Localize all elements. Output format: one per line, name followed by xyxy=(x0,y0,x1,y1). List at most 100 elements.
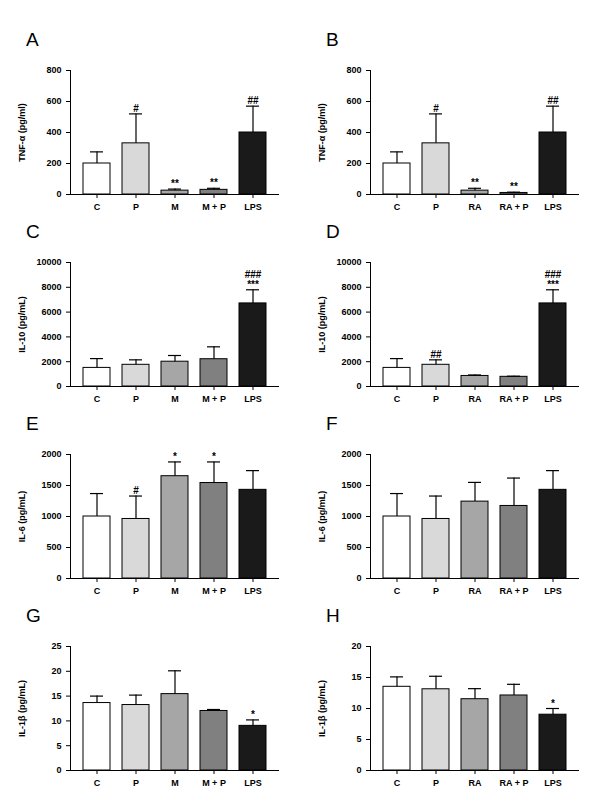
svg-text:25: 25 xyxy=(51,641,61,651)
svg-text:**: ** xyxy=(210,177,218,188)
svg-text:*: * xyxy=(173,451,177,462)
svg-text:RA + P: RA + P xyxy=(500,586,529,596)
svg-text:P: P xyxy=(133,778,139,788)
svg-text:###***: ###*** xyxy=(545,269,562,290)
svg-text:C: C xyxy=(394,586,401,596)
svg-text:P: P xyxy=(433,586,439,596)
svg-text:0: 0 xyxy=(356,573,361,583)
svg-text:800: 800 xyxy=(346,65,361,75)
svg-text:0: 0 xyxy=(56,765,61,775)
svg-text:*: * xyxy=(212,451,216,462)
svg-text:RA + P: RA + P xyxy=(500,394,529,404)
svg-text:M + P: M + P xyxy=(202,394,226,404)
svg-text:C: C xyxy=(394,394,401,404)
svg-text:1000: 1000 xyxy=(341,511,361,521)
svg-text:10: 10 xyxy=(51,716,61,726)
svg-text:P: P xyxy=(433,202,439,212)
svg-text:400: 400 xyxy=(346,127,361,137)
svg-text:###***: ###*** xyxy=(245,269,262,290)
svg-text:RA: RA xyxy=(469,202,482,212)
svg-text:IL-1β (pg/mL): IL-1β (pg/mL) xyxy=(17,680,27,737)
svg-text:##: ## xyxy=(430,349,442,360)
svg-text:P: P xyxy=(133,202,139,212)
svg-text:C: C xyxy=(94,202,101,212)
svg-text:1000: 1000 xyxy=(41,511,61,521)
svg-text:*: * xyxy=(251,709,255,720)
svg-text:10: 10 xyxy=(351,703,361,713)
svg-text:LPS: LPS xyxy=(544,394,562,404)
svg-text:TNF-α (pg/ml): TNF-α (pg/ml) xyxy=(317,103,327,162)
svg-text:2000: 2000 xyxy=(41,357,61,367)
svg-text:5: 5 xyxy=(56,741,61,751)
svg-text:RA: RA xyxy=(469,586,482,596)
svg-text:8000: 8000 xyxy=(341,282,361,292)
svg-text:0: 0 xyxy=(356,765,361,775)
svg-text:0: 0 xyxy=(356,189,361,199)
svg-text:P: P xyxy=(433,778,439,788)
svg-text:LPS: LPS xyxy=(544,778,562,788)
svg-text:C: C xyxy=(94,586,101,596)
svg-text:C: C xyxy=(94,394,101,404)
svg-text:500: 500 xyxy=(346,542,361,552)
svg-text:1500: 1500 xyxy=(341,480,361,490)
svg-text:4000: 4000 xyxy=(41,332,61,342)
svg-text:M: M xyxy=(171,394,179,404)
svg-text:IL-6 (pg/mL): IL-6 (pg/mL) xyxy=(317,491,327,543)
svg-text:400: 400 xyxy=(46,127,61,137)
svg-text:0: 0 xyxy=(356,381,361,391)
svg-text:600: 600 xyxy=(346,96,361,106)
svg-text:6000: 6000 xyxy=(41,307,61,317)
svg-text:LPS: LPS xyxy=(244,202,262,212)
svg-text:2000: 2000 xyxy=(41,449,61,459)
svg-text:**: ** xyxy=(471,177,479,188)
svg-text:M + P: M + P xyxy=(202,202,226,212)
svg-text:LPS: LPS xyxy=(244,394,262,404)
svg-text:RA: RA xyxy=(469,778,482,788)
svg-text:M + P: M + P xyxy=(202,586,226,596)
svg-text:500: 500 xyxy=(46,542,61,552)
svg-text:RA + P: RA + P xyxy=(500,202,529,212)
svg-text:M + P: M + P xyxy=(202,778,226,788)
svg-text:**: ** xyxy=(510,181,518,192)
svg-text:0: 0 xyxy=(56,189,61,199)
svg-text:IL-6 (pg/mL): IL-6 (pg/mL) xyxy=(17,491,27,543)
svg-text:20: 20 xyxy=(351,641,361,651)
svg-text:P: P xyxy=(433,394,439,404)
svg-text:C: C xyxy=(394,202,401,212)
svg-text:LPS: LPS xyxy=(244,778,262,788)
svg-text:15: 15 xyxy=(351,672,361,682)
svg-text:2000: 2000 xyxy=(341,449,361,459)
svg-text:600: 600 xyxy=(46,96,61,106)
svg-text:200: 200 xyxy=(46,158,61,168)
svg-text:6000: 6000 xyxy=(341,307,361,317)
svg-text:M: M xyxy=(171,202,179,212)
svg-text:20: 20 xyxy=(51,666,61,676)
svg-text:10000: 10000 xyxy=(36,257,61,267)
svg-text:M: M xyxy=(171,586,179,596)
svg-text:5: 5 xyxy=(356,734,361,744)
svg-text:M: M xyxy=(171,778,179,788)
svg-text:*: * xyxy=(551,698,555,709)
svg-text:RA + P: RA + P xyxy=(500,778,529,788)
svg-text:**: ** xyxy=(171,178,179,189)
svg-text:P: P xyxy=(133,394,139,404)
svg-text:C: C xyxy=(94,778,101,788)
svg-text:LPS: LPS xyxy=(544,202,562,212)
svg-text:0: 0 xyxy=(56,573,61,583)
svg-text:RA: RA xyxy=(469,394,482,404)
svg-text:#: # xyxy=(133,103,139,114)
svg-text:LPS: LPS xyxy=(544,586,562,596)
svg-text:#: # xyxy=(133,485,139,496)
svg-text:#: # xyxy=(433,103,439,114)
svg-text:800: 800 xyxy=(46,65,61,75)
svg-text:##: ## xyxy=(247,95,259,106)
svg-text:##: ## xyxy=(547,95,559,106)
svg-text:IL-10 (pg/mL): IL-10 (pg/mL) xyxy=(17,296,27,353)
svg-text:P: P xyxy=(133,586,139,596)
svg-text:LPS: LPS xyxy=(244,586,262,596)
svg-text:200: 200 xyxy=(346,158,361,168)
svg-text:15: 15 xyxy=(51,691,61,701)
svg-text:1500: 1500 xyxy=(41,480,61,490)
svg-text:C: C xyxy=(394,778,401,788)
svg-text:TNF-α (pg/ml): TNF-α (pg/ml) xyxy=(17,103,27,162)
